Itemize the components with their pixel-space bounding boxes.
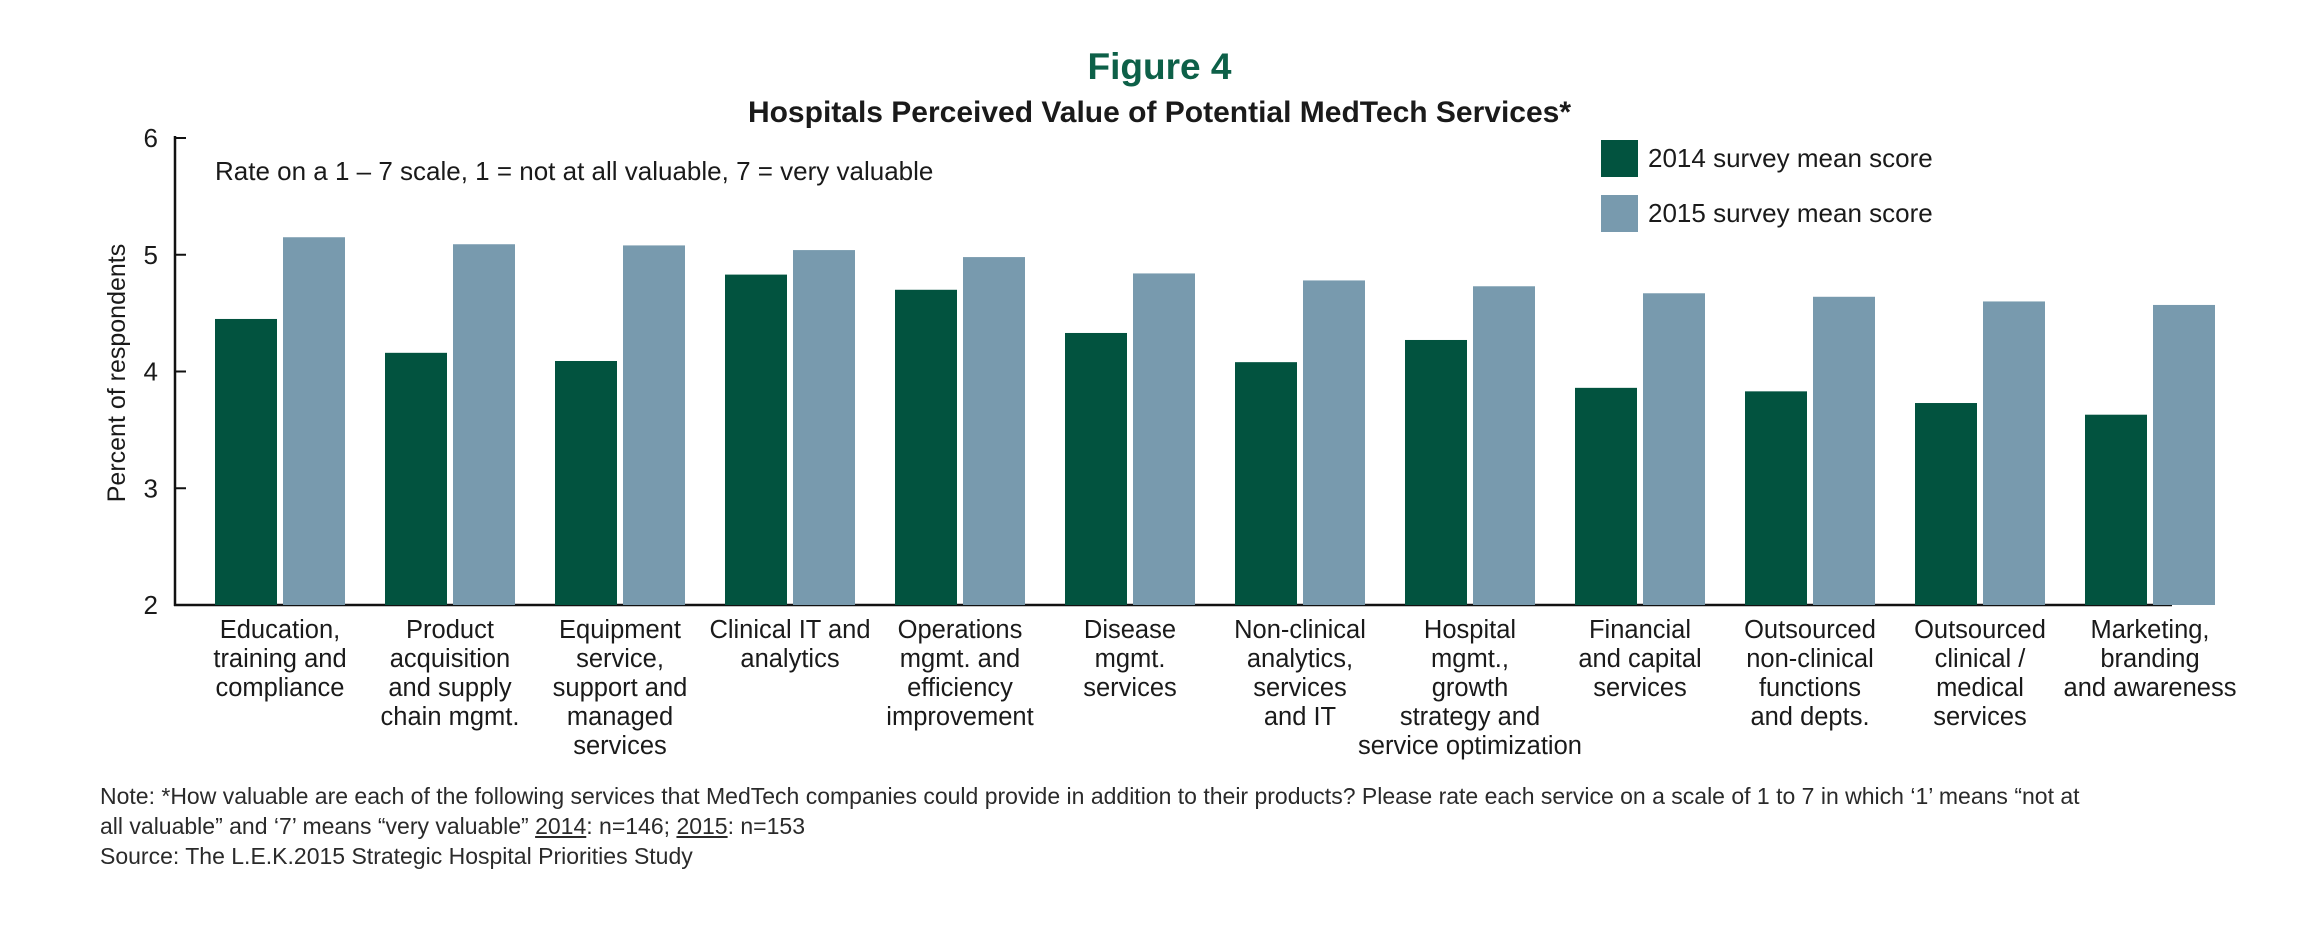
x-tick-label: Equipment service, support and managed servi… xyxy=(553,616,688,760)
chart-title: Hospitals Perceived Value of Potential M… xyxy=(747,96,1572,129)
x-tick-label: Financial and capital services xyxy=(1578,616,1701,702)
chart-bars xyxy=(215,237,2215,606)
legend-swatch xyxy=(1601,195,1638,232)
bar xyxy=(793,250,855,605)
x-tick-label: Clinical IT and analytics xyxy=(709,616,870,673)
x-tick-label: Non-clinical analytics, services and IT xyxy=(1234,616,1366,731)
x-tick-label: Education, training and compliance xyxy=(213,616,346,702)
y-tick-label: 5 xyxy=(144,240,158,270)
bar xyxy=(1575,387,1637,605)
y-axis-title: Percent of respondents xyxy=(103,244,131,503)
y-tick-label: 2 xyxy=(144,590,158,620)
x-tick-label: Product acquisition and supply chain mgmt. xyxy=(381,616,520,731)
chart-subtitle: Rate on a 1 – 7 scale, 1 = not at all va… xyxy=(215,156,933,186)
legend-label: 2014 survey mean score xyxy=(1648,143,1933,173)
bar xyxy=(1133,273,1195,605)
bar xyxy=(1303,280,1365,605)
note-line-2: all valuable” and ‘7’ means “very valuab… xyxy=(100,811,2280,841)
bar xyxy=(1473,286,1535,605)
x-tick-label: Disease mgmt. services xyxy=(1083,616,1177,702)
x-axis-labels: Education, training and compliance Product a… xyxy=(213,616,2236,760)
note-year-2014: 2014 xyxy=(535,813,587,839)
bar xyxy=(555,360,617,605)
bar xyxy=(1235,362,1297,605)
bar xyxy=(1745,391,1807,605)
note-n-2015: : n=153 xyxy=(727,813,805,839)
chart-legend: 2014 survey mean score 2015 survey mean s… xyxy=(1601,140,1933,232)
bar xyxy=(1915,403,1977,605)
bar xyxy=(1643,293,1705,605)
figure-label: Figure 4 xyxy=(1087,46,1232,87)
bar xyxy=(1405,339,1467,605)
bar xyxy=(725,274,787,605)
bar xyxy=(623,245,685,605)
bar xyxy=(895,289,957,605)
bar xyxy=(1983,301,2045,605)
bar xyxy=(2153,304,2215,605)
x-tick-label: Hospital mgmt., growth strategy and service … xyxy=(1358,616,1582,760)
note-line-2-text: all valuable” and ‘7’ means “very valuab… xyxy=(100,813,536,839)
bar xyxy=(963,257,1025,605)
x-tick-label: Operations mgmt. and efficiency improvement xyxy=(886,616,1033,731)
y-tick-label: 6 xyxy=(144,123,158,153)
note-line-1: Note: *How valuable are each of the foll… xyxy=(100,783,2080,809)
x-tick-label: Outsourced clinical / medical services xyxy=(1914,616,2046,731)
bar xyxy=(1065,332,1127,605)
x-tick-label: Marketing, branding and awareness xyxy=(2064,616,2237,702)
legend-label: 2015 survey mean score xyxy=(1648,198,1933,228)
bar xyxy=(283,237,345,606)
x-tick-label: Outsourced non-clinical functions and depts… xyxy=(1744,616,1876,731)
note-n-2014: : n=146; xyxy=(586,813,677,839)
chart-note: Note: *How valuable are each of the foll… xyxy=(100,781,2280,871)
bar xyxy=(2085,414,2147,605)
legend-swatch xyxy=(1601,140,1638,177)
y-tick-label: 3 xyxy=(144,473,158,503)
bar xyxy=(215,318,277,605)
bar xyxy=(453,244,515,605)
bar xyxy=(1813,296,1875,605)
bar xyxy=(385,352,447,605)
source-line: Source: The L.E.K.2015 Strategic Hospita… xyxy=(100,843,693,869)
y-tick-label: 4 xyxy=(144,357,158,387)
note-year-2015: 2015 xyxy=(676,813,728,839)
